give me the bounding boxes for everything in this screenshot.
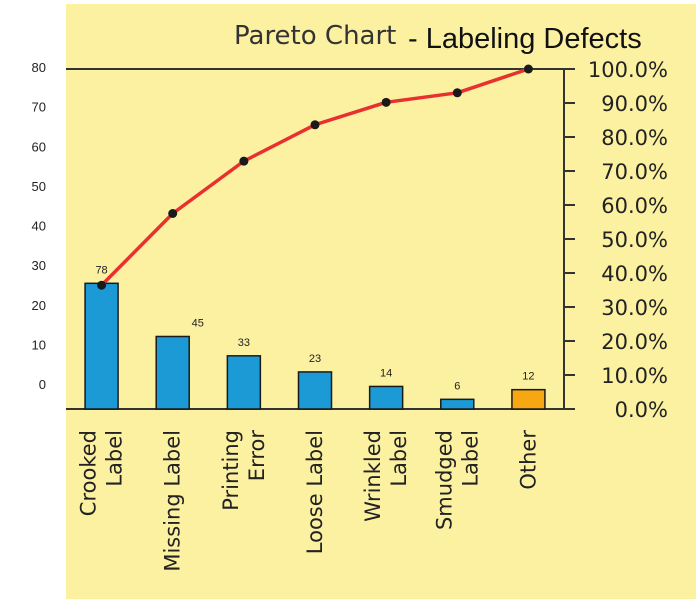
- cumulative-point: [168, 209, 178, 218]
- category-label: Other: [516, 430, 540, 490]
- left-tick-label: 50: [32, 179, 46, 194]
- chart-title-part1: Pareto Chart: [234, 21, 396, 51]
- cumulative-point: [523, 64, 533, 74]
- left-tick-label: 30: [32, 258, 46, 273]
- left-tick-label: 60: [32, 139, 46, 154]
- cumulative-line: [97, 64, 533, 290]
- bar: [226, 355, 262, 410]
- cumulative-point: [452, 88, 462, 98]
- category-label: Smudged: [432, 430, 456, 530]
- right-tick-label: 80.0%: [601, 126, 668, 150]
- right-tick-label: 90.0%: [601, 92, 668, 116]
- bar: [297, 371, 333, 410]
- right-tick-label: 40.0%: [601, 262, 668, 286]
- data-label: 78: [95, 264, 107, 276]
- category-label: Label: [103, 430, 127, 487]
- right-tick-label: 60.0%: [601, 194, 668, 218]
- right-tick-label: 10.0%: [601, 364, 668, 388]
- category-label: Loose Label: [303, 430, 327, 554]
- category-label: Wrinkled: [361, 430, 385, 522]
- bar: [155, 335, 190, 410]
- cumulative-point: [310, 120, 320, 130]
- right-tick-label: 100.0%: [588, 58, 668, 82]
- left-axis: 80 70 60 50 40 30 20 10 0: [32, 60, 564, 410]
- right-tick-label: 20.0%: [601, 330, 668, 354]
- category-label: Missing Label: [161, 430, 185, 572]
- bars: [84, 282, 546, 410]
- right-tick-label: 70.0%: [601, 160, 668, 184]
- category-label: Crooked: [77, 430, 101, 516]
- bar: [368, 385, 404, 410]
- data-label: 6: [454, 380, 460, 392]
- bar: [84, 282, 119, 410]
- left-tick-label: 70: [32, 100, 46, 115]
- data-label: 14: [380, 367, 392, 379]
- category-label: Label: [387, 430, 411, 487]
- data-label: 33: [238, 337, 250, 349]
- left-tick-label: 0: [39, 377, 46, 392]
- data-label: 12: [522, 371, 534, 383]
- right-axis: 100.0% 90.0% 80.0% 70.0% 60.0% 50.0% 40.0% 30.0…: [563, 58, 668, 422]
- category-label: Printing: [219, 430, 243, 511]
- bar: [511, 388, 546, 410]
- right-tick-label: 0.0%: [615, 398, 668, 422]
- left-tick-label: 10: [32, 337, 46, 352]
- left-tick-label: 40: [32, 219, 46, 234]
- cumulative-point: [239, 156, 249, 166]
- left-tick-label: 20: [32, 298, 46, 313]
- category-label: Error: [245, 430, 269, 482]
- right-tick-label: 50.0%: [601, 228, 668, 252]
- cumulative-point: [381, 97, 391, 107]
- right-tick-label: 30.0%: [601, 296, 668, 320]
- category-label: Label: [458, 430, 482, 487]
- data-label: 45: [192, 317, 204, 329]
- bar: [440, 398, 475, 410]
- cumulative-point: [97, 280, 107, 290]
- data-labels: 78 45 33 23 14 6 12: [95, 264, 534, 392]
- left-tick-label: 80: [32, 60, 46, 75]
- category-labels: Crooked Label Missing Label Printing Error Lo…: [77, 430, 541, 572]
- chart-title-part2: - Labeling Defects: [408, 23, 642, 55]
- data-label: 23: [309, 353, 321, 365]
